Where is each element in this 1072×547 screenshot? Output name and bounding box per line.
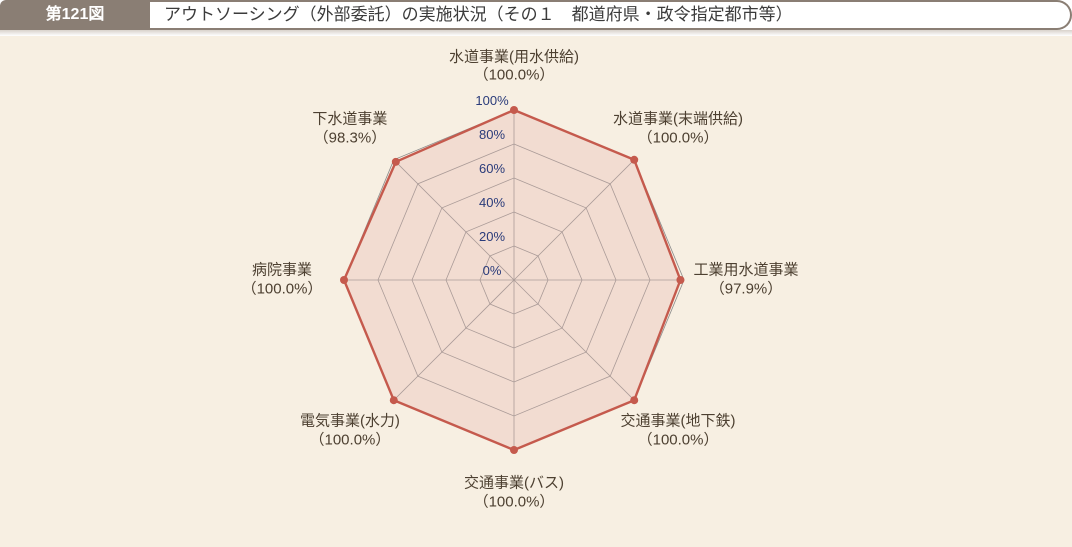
radar-marker [676,276,684,284]
figure-number: 第121図 [46,6,105,23]
figure-title: アウトソーシング（外部委託）の実施状況（その１ 都道府県・政令指定都市等） [164,5,793,24]
category-name: 交通事業(地下鉄) [621,412,736,429]
category-label: 下水道事業 （98.3%） [312,110,387,148]
radar-marker [630,156,638,164]
ring-label: 40% [479,195,505,210]
ring-label: 20% [479,229,505,244]
figure-number-tab: 第121図 [0,0,150,30]
category-pct: （100.0%） [449,67,579,86]
radar-marker [392,158,400,166]
category-name: 水道事業(末端供給) [613,110,743,127]
radar-marker [510,446,518,454]
category-name: 交通事業(バス) [464,475,564,492]
figure-title-bar: アウトソーシング（外部委託）の実施状況（その１ 都道府県・政令指定都市等） [150,0,1072,30]
radar-marker [390,396,398,404]
category-pct: （100.0%） [621,431,736,450]
category-pct: （97.9%） [693,280,798,299]
category-pct: （100.0%） [613,129,743,148]
radar-svg: 0% 20% 40% 60% 80% 100% [0,36,1072,547]
category-name: 水道事業(用水供給) [449,48,579,65]
category-label: 交通事業(地下鉄) （100.0%） [621,412,736,450]
title-bar: 第121図 アウトソーシング（外部委託）の実施状況（その１ 都道府県・政令指定都… [0,0,1072,30]
category-label: 水道事業(末端供給) （100.0%） [613,110,743,148]
ring-label: 0% [483,263,502,278]
radar-marker [510,106,518,114]
category-name: 工業用水道事業 [693,261,798,278]
radar-marker [340,276,348,284]
category-pct: （100.0%） [300,431,400,450]
radar-chart: 0%20%40%60%80%100%水道事業(用水供給)（100.0%）水道事業… [0,36,1072,547]
category-pct: （100.0%） [464,493,564,512]
ring-label: 80% [479,127,505,142]
category-label: 水道事業(用水供給) （100.0%） [449,48,579,86]
category-name: 電気事業(水力) [300,412,400,429]
category-name: 下水道事業 [312,110,387,127]
category-label: 交通事業(バス)（100.0%） [464,475,564,513]
category-label: 病院事業 （100.0%） [242,261,323,299]
category-label: 工業用水道事業 （97.9%） [693,261,798,299]
category-label: 電気事業(水力) （100.0%） [300,412,400,450]
category-name: 病院事業 [252,261,312,278]
category-pct: （100.0%） [242,280,323,299]
ring-label: 100% [475,93,509,108]
ring-label: 60% [479,161,505,176]
radar-marker [630,396,638,404]
category-pct: （98.3%） [312,129,387,148]
